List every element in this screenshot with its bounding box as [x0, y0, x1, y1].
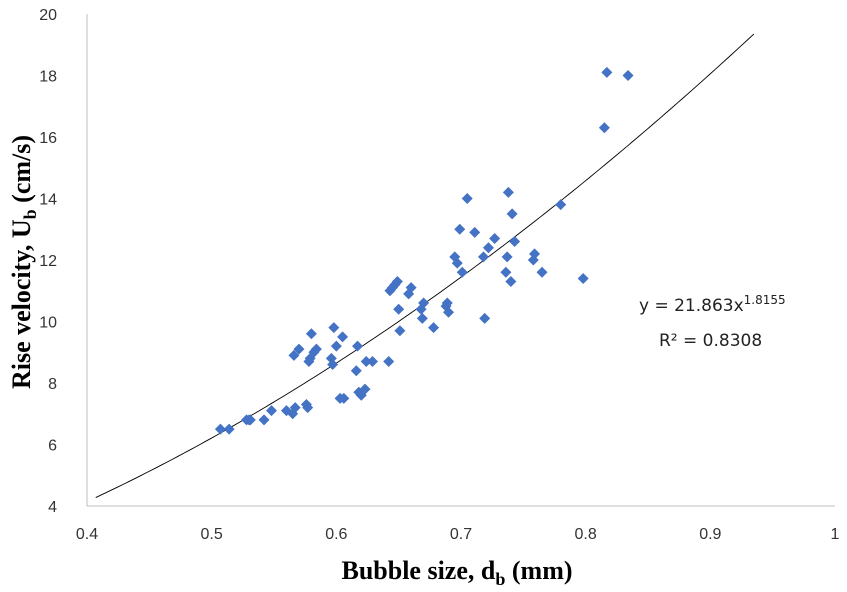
data-point — [598, 122, 610, 134]
data-point — [302, 402, 314, 414]
x-tick-label: 0.4 — [76, 526, 98, 543]
data-point — [305, 328, 317, 340]
data-point — [529, 248, 541, 260]
x-tick-label: 0.7 — [450, 526, 472, 543]
data-point — [359, 383, 371, 395]
data-point — [405, 282, 417, 294]
y-tick-label: 20 — [39, 7, 57, 24]
y-tick-labels: 4 6 8 10 12 14 16 18 20 — [39, 7, 57, 516]
data-point — [337, 331, 349, 343]
data-point — [416, 312, 428, 324]
trendline-equation: y = 21.863x1.8155 — [639, 293, 786, 316]
data-point — [266, 405, 278, 417]
data-point — [506, 208, 518, 220]
data-point — [505, 276, 517, 288]
data-point — [469, 226, 481, 238]
data-point — [310, 343, 322, 355]
y-tick-label: 16 — [39, 130, 57, 147]
data-point — [293, 343, 305, 355]
data-point — [477, 251, 489, 263]
x-tick-label: 0.8 — [575, 526, 597, 543]
data-point — [443, 306, 455, 318]
data-point — [394, 325, 406, 337]
data-point — [289, 402, 301, 414]
data-point — [288, 349, 300, 361]
data-point — [428, 322, 440, 334]
data-point — [244, 414, 256, 426]
data-point — [555, 199, 567, 211]
data-point — [327, 359, 339, 371]
trendline — [95, 33, 755, 498]
data-point — [489, 232, 501, 244]
data-point — [577, 272, 589, 284]
data-point — [461, 193, 473, 204]
y-tick-label: 18 — [39, 69, 57, 86]
data-point — [451, 257, 463, 269]
y-tick-label: 6 — [48, 438, 57, 455]
data-points — [214, 66, 634, 435]
x-tick-label: 0.6 — [325, 526, 347, 543]
data-point — [352, 340, 364, 352]
data-point — [338, 392, 350, 404]
y-tick-label: 10 — [39, 315, 57, 332]
data-point — [393, 303, 405, 315]
data-point — [328, 322, 340, 334]
data-point — [330, 340, 342, 352]
data-point — [391, 276, 403, 288]
data-point — [258, 414, 270, 426]
x-tick-labels: 0.4 0.5 0.6 0.7 0.8 0.9 1 — [76, 526, 840, 543]
data-point — [501, 251, 513, 263]
data-point — [383, 355, 395, 367]
data-point — [601, 66, 613, 78]
data-point — [223, 423, 235, 435]
data-point — [454, 223, 466, 235]
data-point — [502, 186, 514, 198]
x-tick-label: 0.9 — [699, 526, 721, 543]
trendline-curve — [95, 33, 755, 498]
y-tick-label: 8 — [48, 376, 57, 393]
data-point — [214, 423, 226, 435]
x-tick-label: 0.5 — [201, 526, 223, 543]
data-point — [536, 266, 548, 278]
data-point — [418, 297, 430, 309]
data-point — [479, 312, 491, 324]
data-point — [622, 70, 634, 81]
data-point — [360, 355, 372, 367]
data-point — [509, 236, 521, 248]
data-point — [441, 297, 453, 309]
trendline-r-squared: R² = 0.8308 — [659, 331, 762, 351]
x-axis-title: Bubble size, db (mm) — [341, 556, 572, 589]
y-tick-label: 12 — [39, 253, 57, 270]
y-axis-title: Rise velocity, Ub (cm/s) — [7, 135, 40, 389]
x-tick-label: 1 — [831, 526, 840, 543]
data-point — [500, 266, 512, 278]
data-point — [350, 365, 362, 377]
data-point — [366, 355, 378, 367]
data-point — [456, 266, 468, 278]
data-point — [482, 242, 494, 254]
y-tick-label: 4 — [48, 499, 57, 516]
y-tick-label: 14 — [39, 192, 57, 209]
